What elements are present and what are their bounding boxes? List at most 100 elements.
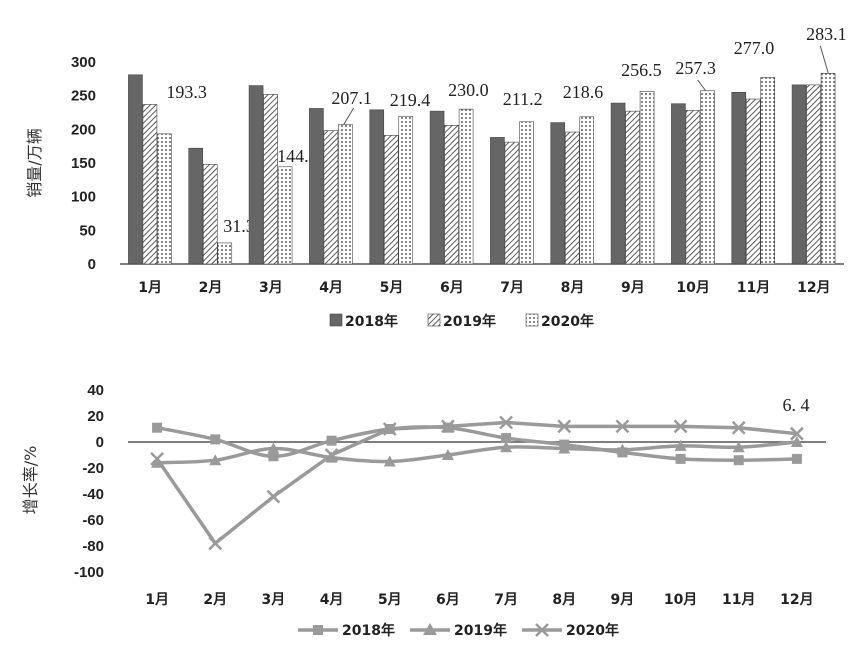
marker-cross: [208, 536, 223, 551]
data-label: 230.0: [448, 80, 489, 100]
y-axis-label: 增长率/%: [21, 446, 40, 515]
data-label: 277.0: [734, 38, 775, 58]
y-tick-label: 0: [88, 256, 96, 273]
marker-square: [268, 451, 279, 462]
bar: [429, 110, 445, 265]
legend-swatch: [525, 313, 539, 327]
bar: [248, 85, 264, 265]
bar: [309, 108, 324, 265]
marker-cross: [441, 419, 455, 434]
marker-triangle: [209, 454, 222, 466]
data-label: 257.3: [675, 58, 716, 78]
bar: [625, 110, 640, 265]
marker-square: [675, 453, 686, 464]
bar: [217, 242, 233, 265]
x-tick-label: 12月: [780, 592, 813, 608]
marker-triangle: [441, 449, 454, 460]
x-tick-label: 3月: [259, 280, 283, 296]
bar: [142, 104, 158, 265]
bar: [504, 141, 520, 265]
marker-triangle: [790, 436, 803, 447]
legend-label: 2020年: [566, 622, 619, 639]
x-tick-label: 5月: [378, 592, 402, 608]
data-label: 6. 4: [783, 395, 810, 415]
y-tick-label: 20: [87, 408, 104, 425]
legend-label: 2020年: [541, 313, 594, 330]
legend-marker: [423, 623, 437, 635]
x-tick-label: 4月: [320, 592, 344, 608]
legend-label: 2018年: [345, 313, 398, 330]
legend-label: 2019年: [443, 313, 496, 330]
bar: [383, 135, 399, 265]
bar: [263, 94, 278, 265]
marker-square: [210, 434, 221, 445]
marker-cross: [324, 448, 339, 462]
bar: [731, 92, 747, 265]
y-tick-label: -100: [74, 564, 104, 581]
y-axis-label: 销量/万辆: [25, 128, 44, 197]
marker-cross: [615, 419, 630, 434]
marker-square: [791, 453, 802, 464]
series-line: [155, 420, 798, 546]
data-label: 256.5: [621, 60, 662, 80]
x-tick-label: 9月: [621, 280, 645, 296]
line-legend: 2018年 2019年 2020年: [298, 622, 619, 639]
x-tick-label: 2月: [199, 280, 223, 296]
marker-cross: [790, 426, 804, 441]
bar: [791, 84, 807, 265]
series-line: [156, 425, 797, 462]
y-tick-label: -80: [82, 538, 104, 555]
y-tick-label: 250: [71, 88, 96, 105]
bar: [323, 130, 339, 265]
x-tick-label: 1月: [138, 280, 162, 296]
y-tick-label: 40: [87, 382, 104, 399]
bar: [519, 121, 534, 265]
leader-line: [819, 45, 829, 74]
bar: [188, 147, 204, 265]
marker-cross: [673, 419, 688, 434]
x-tick-label: 6月: [440, 280, 464, 296]
marker-cross: [266, 489, 281, 504]
bar: [398, 115, 414, 265]
marker-square: [326, 435, 337, 446]
bar: [564, 131, 580, 265]
bar: [490, 137, 505, 265]
x-tick-label: 10月: [676, 280, 709, 296]
y-tick-label: -60: [82, 512, 104, 529]
x-tick-label: 2月: [203, 592, 227, 608]
marker-triangle: [267, 442, 280, 454]
x-tick-label: 3月: [262, 592, 286, 608]
data-label: 219.4: [390, 90, 431, 110]
marker-square: [152, 422, 163, 433]
bar: [806, 84, 821, 265]
bar: [202, 164, 218, 265]
y-tick-label: 200: [71, 121, 96, 138]
data-label: 283.1: [806, 24, 847, 44]
bar: [700, 90, 715, 265]
legend-label: 2018年: [342, 622, 395, 639]
bar: [458, 108, 474, 265]
x-tick-label: 4月: [319, 280, 343, 296]
bar: [157, 133, 172, 265]
bar: [128, 74, 143, 265]
marker-cross: [499, 415, 513, 430]
bar: [639, 90, 655, 265]
x-tick-label: 12月: [797, 280, 830, 296]
leader-line: [343, 107, 355, 125]
marker-triangle: [674, 439, 687, 451]
x-tick-label: 7月: [494, 592, 518, 608]
marker-square: [501, 433, 512, 444]
bar: [745, 98, 761, 265]
marker-square: [733, 455, 744, 466]
bar: [338, 124, 353, 265]
y-tick-label: -40: [82, 486, 104, 503]
x-tick-label: 8月: [561, 280, 585, 296]
series-line: [157, 440, 798, 465]
x-tick-label: 5月: [380, 280, 404, 296]
x-tick-label: 11月: [722, 592, 755, 608]
y-tick-label: 0: [96, 434, 104, 451]
y-tick-label: 300: [71, 54, 96, 71]
sales-bar-chart: 0 50 100 150 200 250 300 销量/万辆 1月 193.3 2月 31.3 3月 14…: [25, 24, 847, 330]
